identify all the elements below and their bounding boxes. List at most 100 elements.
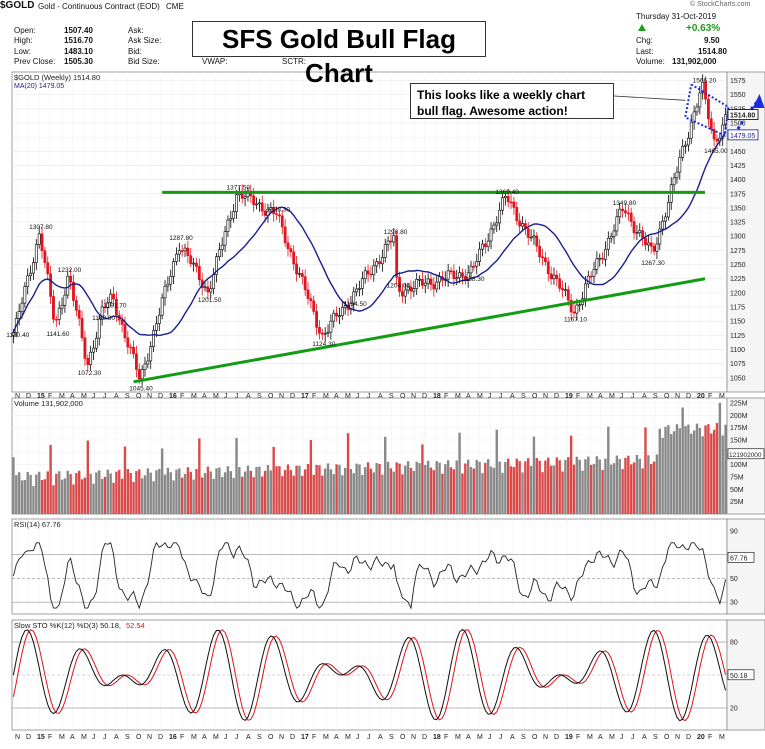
candle-body [386,240,390,245]
x-axis-month-label: J [367,734,371,741]
candle-body [57,307,61,320]
last-price-tag: 1514.80 [730,113,755,120]
candle-body [569,299,573,313]
ask-size-label: Ask Size: [128,36,162,45]
candle-body [223,231,227,246]
volume-bar [341,475,344,514]
price-tick-label: 1375 [730,191,746,198]
volume-bar [481,473,484,514]
candle-body [260,202,264,212]
x-axis-month-label: A [70,393,75,400]
prev-close-value: 1505.30 [64,57,93,66]
candle-body [646,242,650,246]
volume-bar [361,474,364,514]
candle-body [283,226,287,244]
candle-body [54,318,58,321]
price-tick-label: 1075 [730,361,746,368]
candle-body [521,223,524,227]
x-axis-month-label: A [334,393,339,400]
candle-body [192,262,196,265]
volume-bar [57,471,61,514]
candle-body [606,237,610,250]
candle-body [446,270,450,280]
candle-body [432,284,436,290]
candle-body [578,304,582,306]
price-tick-label: 1500 [730,120,746,127]
candle-body [318,327,321,334]
pivot-label: 1124.30 [312,341,335,348]
candle-body [649,242,653,247]
bid-size-label: Bid Size: [128,57,160,66]
candle-body [215,256,218,275]
candle-body [186,247,190,256]
price-tick-label: 1450 [730,149,746,156]
candle-body [352,291,356,304]
x-axis-month-label: 17 [301,393,309,400]
volume-bar [684,426,687,514]
pivot-label: 1201.50 [198,297,222,304]
x-axis-month-label: 15 [37,393,45,400]
volume-bar [581,470,584,514]
sto-last-tag: 50.18 [730,673,748,680]
candle-body [652,245,656,252]
pivot-label: 1169.80 [92,315,115,322]
candle-body [435,281,439,290]
candle-body [621,208,625,211]
candle-body [535,235,539,247]
volume-bar [209,471,212,514]
candle-body [83,337,87,359]
volume-bar [444,464,447,514]
x-axis-month-label: A [598,393,603,400]
x-axis-month-label: A [598,734,603,741]
candle-body [375,261,379,267]
x-axis-month-label: M [59,393,65,400]
candle-body [278,214,281,217]
candle-body [552,274,556,280]
volume-bar [143,475,147,514]
x-axis-month-label: O [268,393,274,400]
x-axis-month-label: O [400,734,406,741]
sto-tag-box [727,669,755,681]
candle-body [626,212,630,215]
x-axis-month-label: S [125,393,130,400]
volume-bar [438,462,441,514]
candle-body [312,300,316,312]
x-axis-month-label: M [587,393,593,400]
volume-bar [186,467,190,514]
volume-bar [100,478,104,514]
volume-bar [412,470,416,514]
volume-bar [72,484,75,514]
volume-bar [484,462,487,514]
x-axis-month-label: O [532,734,538,741]
candle-body [378,261,381,265]
x-axis-month-label: N [411,734,416,741]
volume-bar [624,457,627,514]
candle-body [423,282,427,286]
bull-flag-outline [684,83,730,137]
volume-bar [89,473,92,514]
volume-bar [507,458,510,514]
x-axis-month-label: N [543,393,548,400]
bull-flag-callout: This looks like a weekly chart bull flag… [410,83,614,119]
candle-body [704,81,707,100]
volume-tick-label: 175M [730,425,748,432]
rsi-panel-title: RSI(14) 67.76 [14,520,61,529]
volume-bar [532,436,536,514]
x-axis-month-label: M [81,393,87,400]
candle-body [26,275,30,287]
candle-body [695,106,699,113]
volume-bar [132,482,135,514]
volume-bar [238,467,241,514]
x-axis-month-label: J [488,393,492,400]
volume-tick-label: 225M [730,400,748,407]
volume-bar [512,466,516,514]
volume-bar [98,470,101,514]
candle-body [177,250,181,255]
rsi-tick-label: 90 [730,528,738,535]
candle-body [343,305,347,308]
volume-bar [358,464,361,514]
sctr-label: SCTR: [282,57,306,66]
volume-bar [641,468,644,514]
volume-bar [306,463,310,514]
x-axis-month-label: S [521,734,526,741]
